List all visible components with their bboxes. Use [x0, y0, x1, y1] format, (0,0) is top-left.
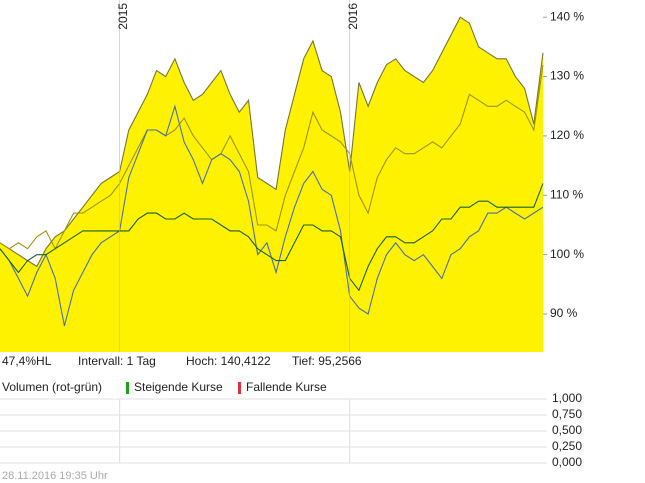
legend-label: Steigende Kurse: [134, 380, 223, 394]
y-tick-label: 120 %: [550, 128, 584, 142]
legend-swatch: [126, 382, 129, 394]
y-tick-label: 100 %: [550, 247, 584, 261]
info-range: 47,4%HL: [2, 354, 52, 368]
footer: 28.11.2016 19:35 Uhr: [2, 470, 108, 482]
line: [0, 64, 544, 250]
y-tick-label: 1,000: [552, 391, 582, 405]
y-tick-label: 130 %: [550, 69, 584, 83]
info-interval: Intervall: 1 Tag: [78, 354, 156, 368]
y-tick-label: 0,750: [552, 407, 582, 421]
y-tick-label: 140 %: [550, 9, 584, 23]
y-tick-label: 90 %: [550, 306, 578, 320]
legend-swatch: [238, 382, 241, 394]
legend-label: Fallende Kurse: [246, 380, 327, 394]
line: [0, 183, 544, 292]
y-tick-label: 0,500: [552, 423, 582, 437]
area: [0, 17, 543, 352]
info-low: Tief: 95,2566: [292, 354, 362, 368]
plot: 2015 2016 90 % 100 % 110 % 120 % 130 % 140 % 0,0…: [0, 0, 584, 469]
y-tick-label: 0,250: [552, 439, 582, 453]
x-tick-label: 2016: [346, 3, 360, 30]
y-tick-label: 110 %: [550, 187, 583, 201]
y-tick-label: 0,000: [552, 455, 582, 469]
volume-title: Volumen (rot-grün): [2, 380, 102, 394]
x-tick-label: 2015: [116, 3, 130, 30]
info-high: Hoch: 140,4122: [186, 354, 271, 368]
line: [0, 16, 544, 268]
